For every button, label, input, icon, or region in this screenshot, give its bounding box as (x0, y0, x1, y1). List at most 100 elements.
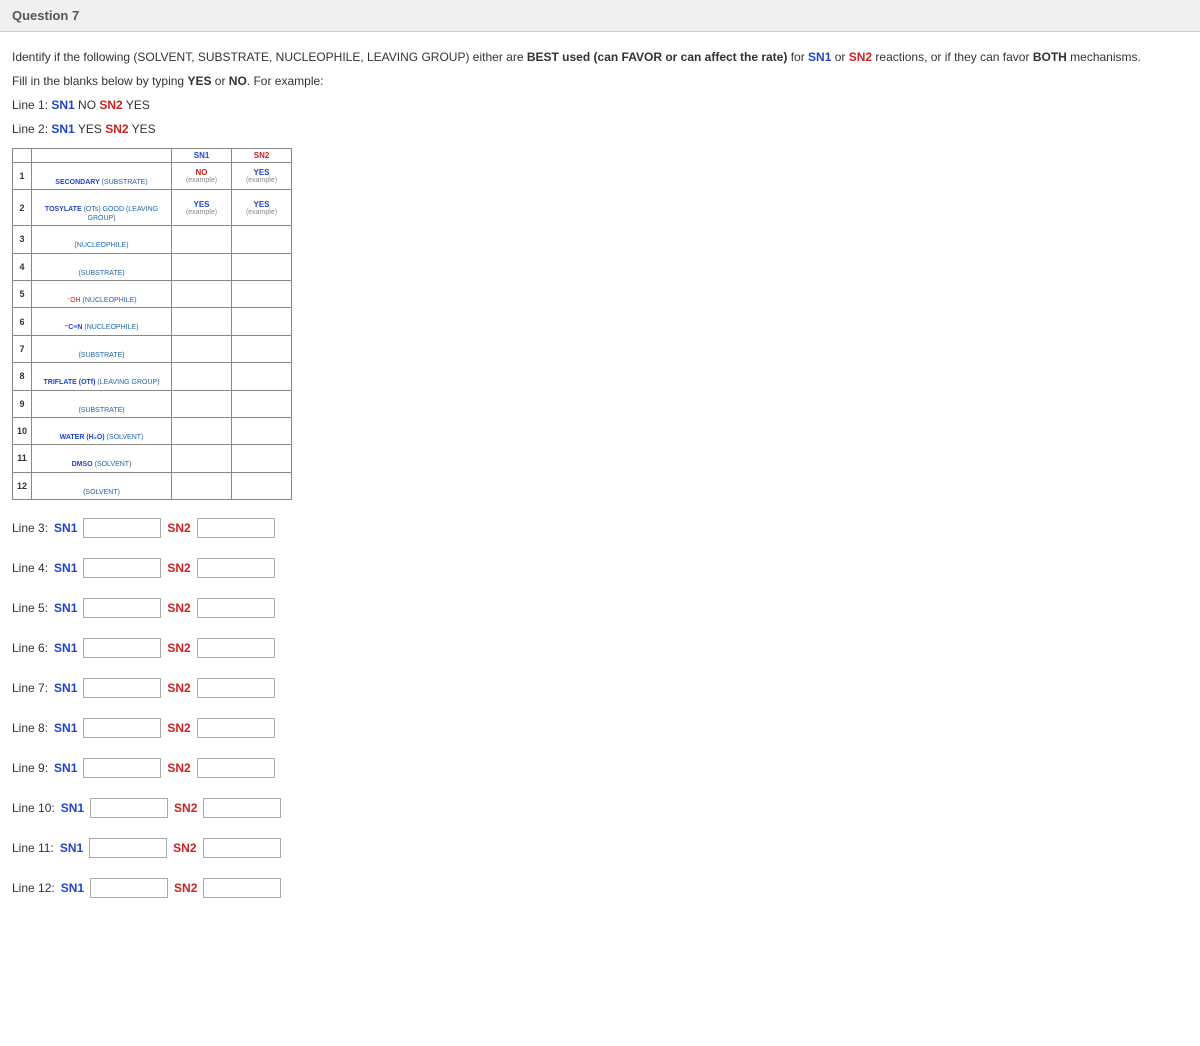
question-body: Identify if the following (SOLVENT, SUBS… (0, 32, 1200, 934)
row-category: (SOLVENT) (107, 434, 144, 441)
table-header-row: SN1 SN2 (13, 149, 292, 163)
sn1-input[interactable] (83, 638, 161, 658)
table-row: 2TOSYLATE (OTs) GOOD (LEAVING GROUP)YES(… (13, 190, 292, 226)
table-row: 5⁻OH (NUCLEOPHILE) (13, 280, 292, 307)
answer-line-label: Line 8: (12, 721, 48, 735)
table-row: 3(NUCLEOPHILE) (13, 226, 292, 253)
col-sn2: SN2 (232, 149, 292, 163)
row-number: 12 (13, 472, 32, 499)
sn2-label: SN2 (167, 641, 190, 655)
answer-row: Line 3: SN1SN2 (12, 518, 1188, 538)
row-category: (SOLVENT) (83, 489, 120, 496)
row-sn2 (232, 445, 292, 472)
sn1-input[interactable] (90, 878, 168, 898)
row-category: (LEAVING GROUP) (97, 379, 159, 386)
row-number: 6 (13, 308, 32, 335)
sn1-input[interactable] (83, 678, 161, 698)
table-row: 4(SUBSTRATE) (13, 253, 292, 280)
row-desc: (NUCLEOPHILE) (32, 226, 172, 253)
row-sn2 (232, 417, 292, 444)
row-number: 5 (13, 280, 32, 307)
structure-icon (36, 475, 167, 489)
row-sn1: NO(example) (172, 163, 232, 190)
row-sn2 (232, 390, 292, 417)
answer-row: Line 11: SN1SN2 (12, 838, 1188, 858)
sn2-label: SN2 (173, 841, 196, 855)
structure-icon (36, 256, 167, 270)
answer-line-label: Line 7: (12, 681, 48, 695)
row-desc: TRIFLATE (OTf) (LEAVING GROUP) (32, 363, 172, 390)
sn1-input[interactable] (89, 838, 167, 858)
answer-row: Line 10: SN1SN2 (12, 798, 1188, 818)
answer-row: Line 12: SN1SN2 (12, 878, 1188, 898)
row-title: WATER (H₂O) (60, 434, 107, 441)
row-sn1 (172, 308, 232, 335)
table-row: 7(SUBSTRATE) (13, 335, 292, 362)
sn2-input[interactable] (197, 718, 275, 738)
sn1-input[interactable] (90, 798, 168, 818)
answer-row: Line 4: SN1SN2 (12, 558, 1188, 578)
sn1-label: SN1 (54, 681, 77, 695)
sn2-input[interactable] (197, 678, 275, 698)
row-desc: TOSYLATE (OTs) GOOD (LEAVING GROUP) (32, 190, 172, 226)
sn1-input[interactable] (83, 718, 161, 738)
row-sn1 (172, 226, 232, 253)
example-line-1: Line 1: SN1 NO SN2 YES (12, 96, 1188, 114)
row-title: DMSO (72, 461, 95, 468)
row-category: (SUBSTRATE) (78, 407, 124, 414)
table-row: 9 (SUBSTRATE) (13, 390, 292, 417)
row-sn1 (172, 472, 232, 499)
table-row: 1SECONDARY (SUBSTRATE)NO(example)YES(exa… (13, 163, 292, 190)
row-sn2: YES(example) (232, 190, 292, 226)
sn1-label: SN1 (54, 721, 77, 735)
answer-line-label: Line 12: (12, 881, 55, 895)
row-desc: ⁻C≡N (NUCLEOPHILE) (32, 308, 172, 335)
row-sn1 (172, 363, 232, 390)
row-number: 7 (13, 335, 32, 362)
sn2-input[interactable] (203, 838, 281, 858)
reference-table: SN1 SN2 1SECONDARY (SUBSTRATE)NO(example… (12, 148, 292, 500)
row-sn2 (232, 308, 292, 335)
answer-line-label: Line 5: (12, 601, 48, 615)
row-category: (SUBSTRATE) (102, 179, 148, 186)
structure-icon (36, 447, 167, 461)
sn2-label: SN2 (167, 761, 190, 775)
structure-icon (36, 338, 167, 352)
answer-row: Line 5: SN1SN2 (12, 598, 1188, 618)
col-sn1: SN1 (172, 149, 232, 163)
row-number: 9 (13, 390, 32, 417)
sn1-input[interactable] (83, 518, 161, 538)
sn2-input[interactable] (197, 758, 275, 778)
row-desc: (SUBSTRATE) (32, 253, 172, 280)
sn1-input[interactable] (83, 758, 161, 778)
sn2-input[interactable] (203, 798, 281, 818)
table-row: 10 WATER (H₂O) (SOLVENT) (13, 417, 292, 444)
question-title: Question 7 (12, 8, 79, 23)
answer-row: Line 7: SN1SN2 (12, 678, 1188, 698)
structure-icon (36, 165, 167, 179)
row-number: 10 (13, 417, 32, 444)
row-desc: (SOLVENT) (32, 472, 172, 499)
sn2-input[interactable] (203, 878, 281, 898)
sn2-input[interactable] (197, 638, 275, 658)
row-number: 11 (13, 445, 32, 472)
sn2-input[interactable] (197, 598, 275, 618)
question-header: Question 7 (0, 0, 1200, 32)
sn1-label: SN1 (54, 761, 77, 775)
sn2-label: SN2 (174, 801, 197, 815)
row-category: (OTs) GOOD (LEAVING GROUP) (84, 206, 159, 221)
row-title: TOSYLATE (45, 206, 84, 213)
row-number: 1 (13, 163, 32, 190)
row-sn1 (172, 280, 232, 307)
row-sn2: YES(example) (232, 163, 292, 190)
row-desc: (SUBSTRATE) (32, 390, 172, 417)
row-sn1 (172, 417, 232, 444)
sn1-input[interactable] (83, 558, 161, 578)
sn1-label: SN1 (54, 561, 77, 575)
row-sn2 (232, 253, 292, 280)
instruction-2: Fill in the blanks below by typing YES o… (12, 72, 1188, 90)
sn2-input[interactable] (197, 518, 275, 538)
sn1-input[interactable] (83, 598, 161, 618)
row-category: (NUCLEOPHILE) (83, 297, 137, 304)
sn2-input[interactable] (197, 558, 275, 578)
